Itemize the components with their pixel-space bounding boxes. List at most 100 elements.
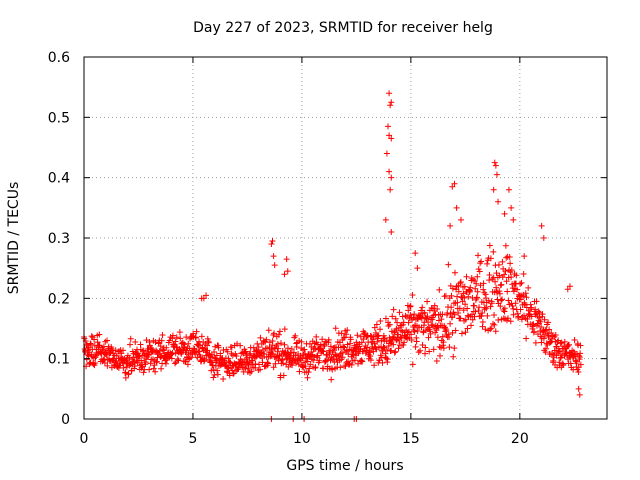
data-point: [447, 222, 454, 229]
data-point: [277, 340, 284, 347]
data-point: [496, 290, 503, 297]
data-point: [542, 327, 549, 334]
data-point: [524, 316, 531, 323]
data-point: [281, 341, 288, 348]
data-point: [448, 292, 455, 299]
data-point: [388, 135, 395, 142]
data-point: [531, 328, 538, 335]
data-point: [92, 360, 99, 367]
data-point: [359, 358, 366, 365]
data-point: [577, 361, 584, 368]
data-point: [453, 204, 460, 211]
data-point: [330, 347, 337, 354]
data-point: [380, 332, 387, 339]
data-point: [478, 258, 485, 265]
data-point: [284, 268, 291, 275]
data-point: [242, 348, 249, 355]
data-point: [210, 366, 217, 373]
data-point: [495, 261, 502, 268]
data-point: [414, 328, 421, 335]
data-point: [328, 376, 335, 383]
data-point: [491, 159, 498, 166]
data-point: [347, 340, 354, 347]
data-point: [464, 312, 471, 319]
data-point: [247, 350, 254, 357]
data-point: [242, 365, 249, 372]
data-point: [400, 321, 407, 328]
data-point: [498, 281, 505, 288]
data-point: [296, 368, 303, 375]
data-point: [395, 345, 402, 352]
data-point: [265, 360, 272, 367]
data-point: [545, 319, 552, 326]
data-point: [392, 315, 399, 322]
data-point: [276, 328, 283, 335]
data-point: [449, 285, 456, 292]
data-point: [517, 306, 524, 313]
data-point: [349, 351, 356, 358]
data-point: [137, 341, 144, 348]
data-point: [476, 304, 483, 311]
data-point: [373, 321, 380, 328]
data-point: [442, 292, 449, 299]
data-point: [213, 352, 220, 359]
data-point: [431, 302, 438, 309]
data-point: [495, 198, 502, 205]
data-point: [464, 305, 471, 312]
data-point: [472, 285, 479, 292]
data-point: [490, 186, 497, 193]
data-point: [384, 356, 391, 363]
data-point: [118, 350, 125, 357]
data-point: [454, 299, 461, 306]
data-point: [93, 351, 100, 358]
data-point: [555, 337, 562, 344]
data-point: [316, 357, 323, 364]
data-point: [398, 335, 405, 342]
data-point: [523, 294, 530, 301]
data-point: [367, 332, 374, 339]
data-point: [265, 327, 272, 334]
data-point: [483, 295, 490, 302]
data-point: [344, 327, 351, 334]
data-point: [400, 342, 407, 349]
data-point: [549, 350, 556, 357]
data-point: [88, 333, 95, 340]
data-point: [382, 315, 389, 322]
data-point: [517, 280, 524, 287]
data-point: [147, 344, 154, 351]
data-point: [342, 363, 349, 370]
data-point: [225, 355, 232, 362]
data-point: [298, 338, 305, 345]
y-tick-label: 0.3: [48, 231, 70, 247]
data-point: [280, 372, 287, 379]
data-point: [374, 338, 381, 345]
data-point: [238, 358, 245, 365]
data-point: [392, 348, 399, 355]
data-point: [127, 341, 134, 348]
data-point: [440, 339, 447, 346]
data-point: [158, 365, 165, 372]
data-point: [509, 303, 516, 310]
data-point: [383, 355, 390, 362]
data-point: [131, 363, 138, 370]
data-point: [230, 370, 237, 377]
data-point: [358, 357, 365, 364]
data-point: [408, 337, 415, 343]
data-point: [486, 242, 493, 249]
data-point: [492, 278, 499, 285]
data-point: [557, 340, 564, 347]
data-point: [205, 339, 212, 346]
data-point: [125, 370, 132, 377]
data-point: [413, 338, 420, 345]
data-point: [162, 360, 169, 367]
data-point: [273, 353, 280, 360]
data-point: [440, 345, 447, 352]
data-point: [287, 349, 294, 356]
data-point: [449, 329, 456, 336]
y-tick-label: 0.1: [48, 352, 70, 368]
data-point: [412, 250, 419, 257]
data-point: [178, 340, 185, 347]
data-point: [120, 347, 127, 354]
data-point: [269, 238, 276, 245]
data-point: [122, 374, 129, 381]
